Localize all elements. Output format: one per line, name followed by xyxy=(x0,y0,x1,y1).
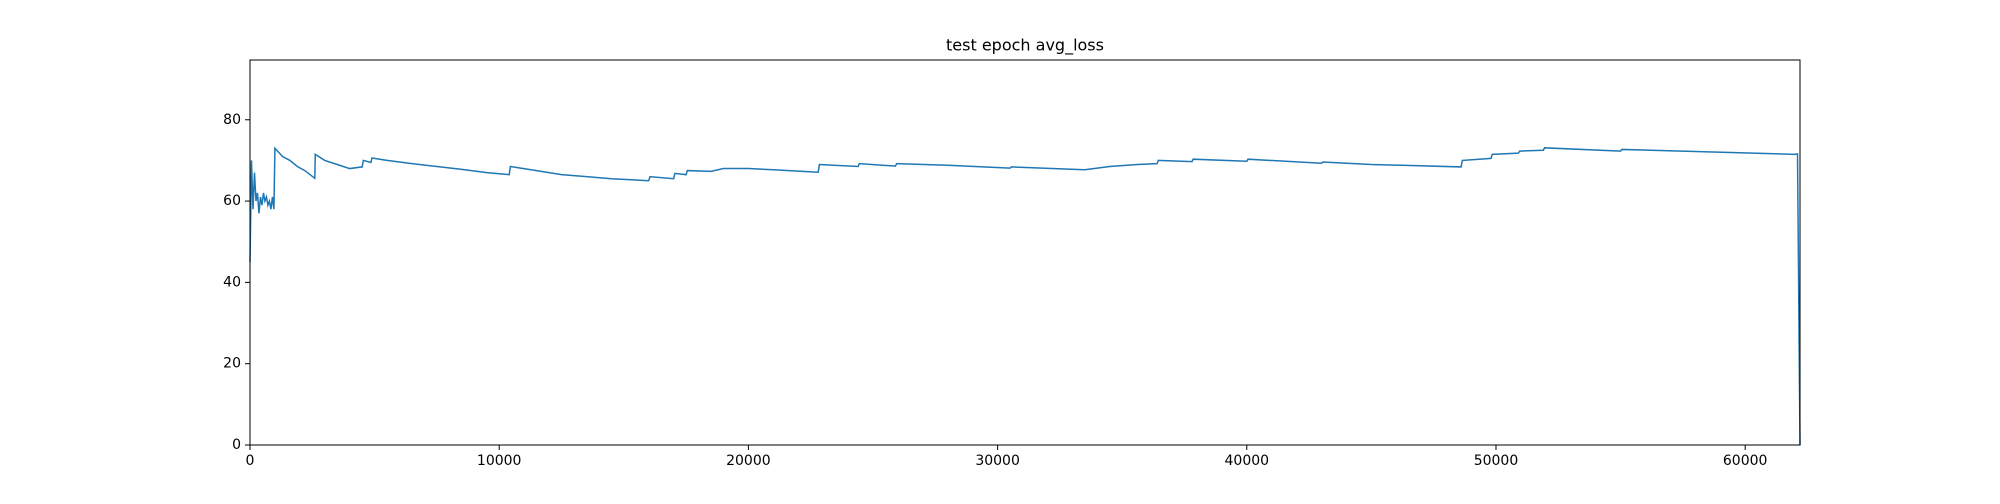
y-tick-label: 80 xyxy=(223,112,241,128)
x-tick-label: 50000 xyxy=(1474,453,1519,469)
x-tick-label: 30000 xyxy=(975,453,1020,469)
chart-title: test epoch avg_loss xyxy=(946,36,1104,56)
x-tick-label: 40000 xyxy=(1225,453,1270,469)
y-tick-label: 40 xyxy=(223,274,241,290)
x-tick-label: 60000 xyxy=(1723,453,1768,469)
plot-frame xyxy=(249,59,1801,446)
x-tick-label: 0 xyxy=(246,453,255,469)
y-tick-label: 20 xyxy=(223,356,241,372)
line xyxy=(249,146,1801,446)
y-tick-label: 60 xyxy=(223,193,241,209)
y-tick-label: 0 xyxy=(232,437,241,453)
x-tick-label: 20000 xyxy=(726,453,771,469)
x-tick-label: 10000 xyxy=(477,453,522,469)
